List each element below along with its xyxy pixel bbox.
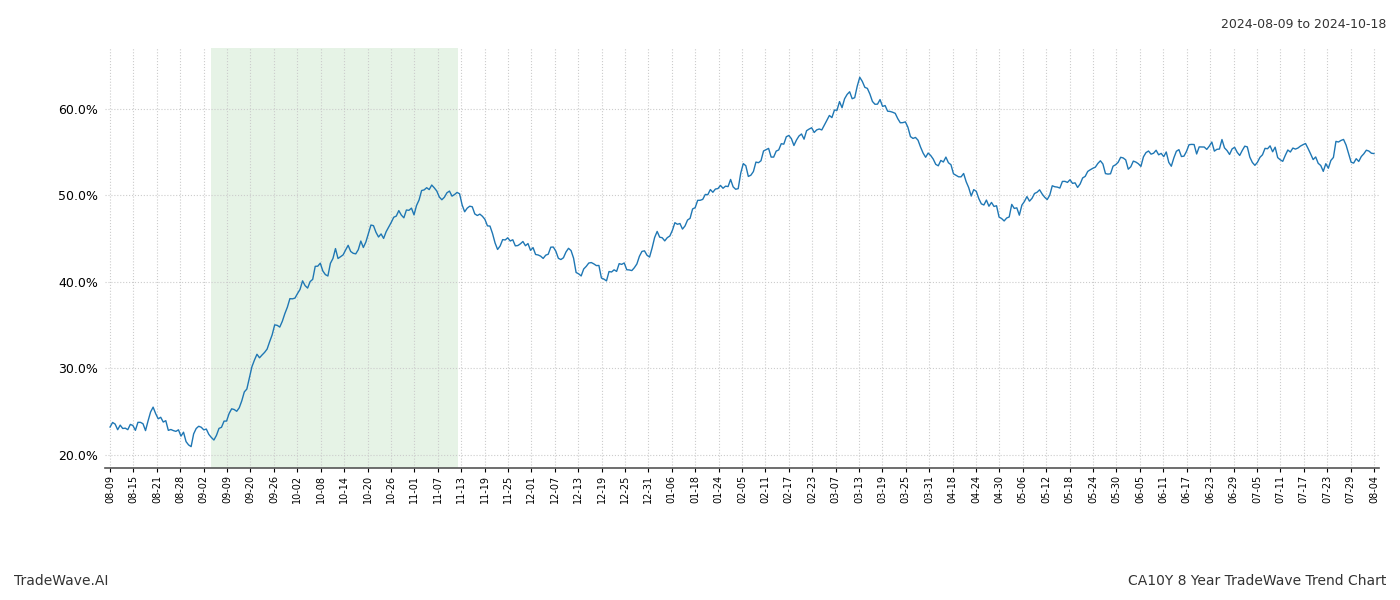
Text: 2024-08-09 to 2024-10-18: 2024-08-09 to 2024-10-18 xyxy=(1221,18,1386,31)
Text: CA10Y 8 Year TradeWave Trend Chart: CA10Y 8 Year TradeWave Trend Chart xyxy=(1127,574,1386,588)
Text: TradeWave.AI: TradeWave.AI xyxy=(14,574,108,588)
Bar xyxy=(211,48,458,468)
